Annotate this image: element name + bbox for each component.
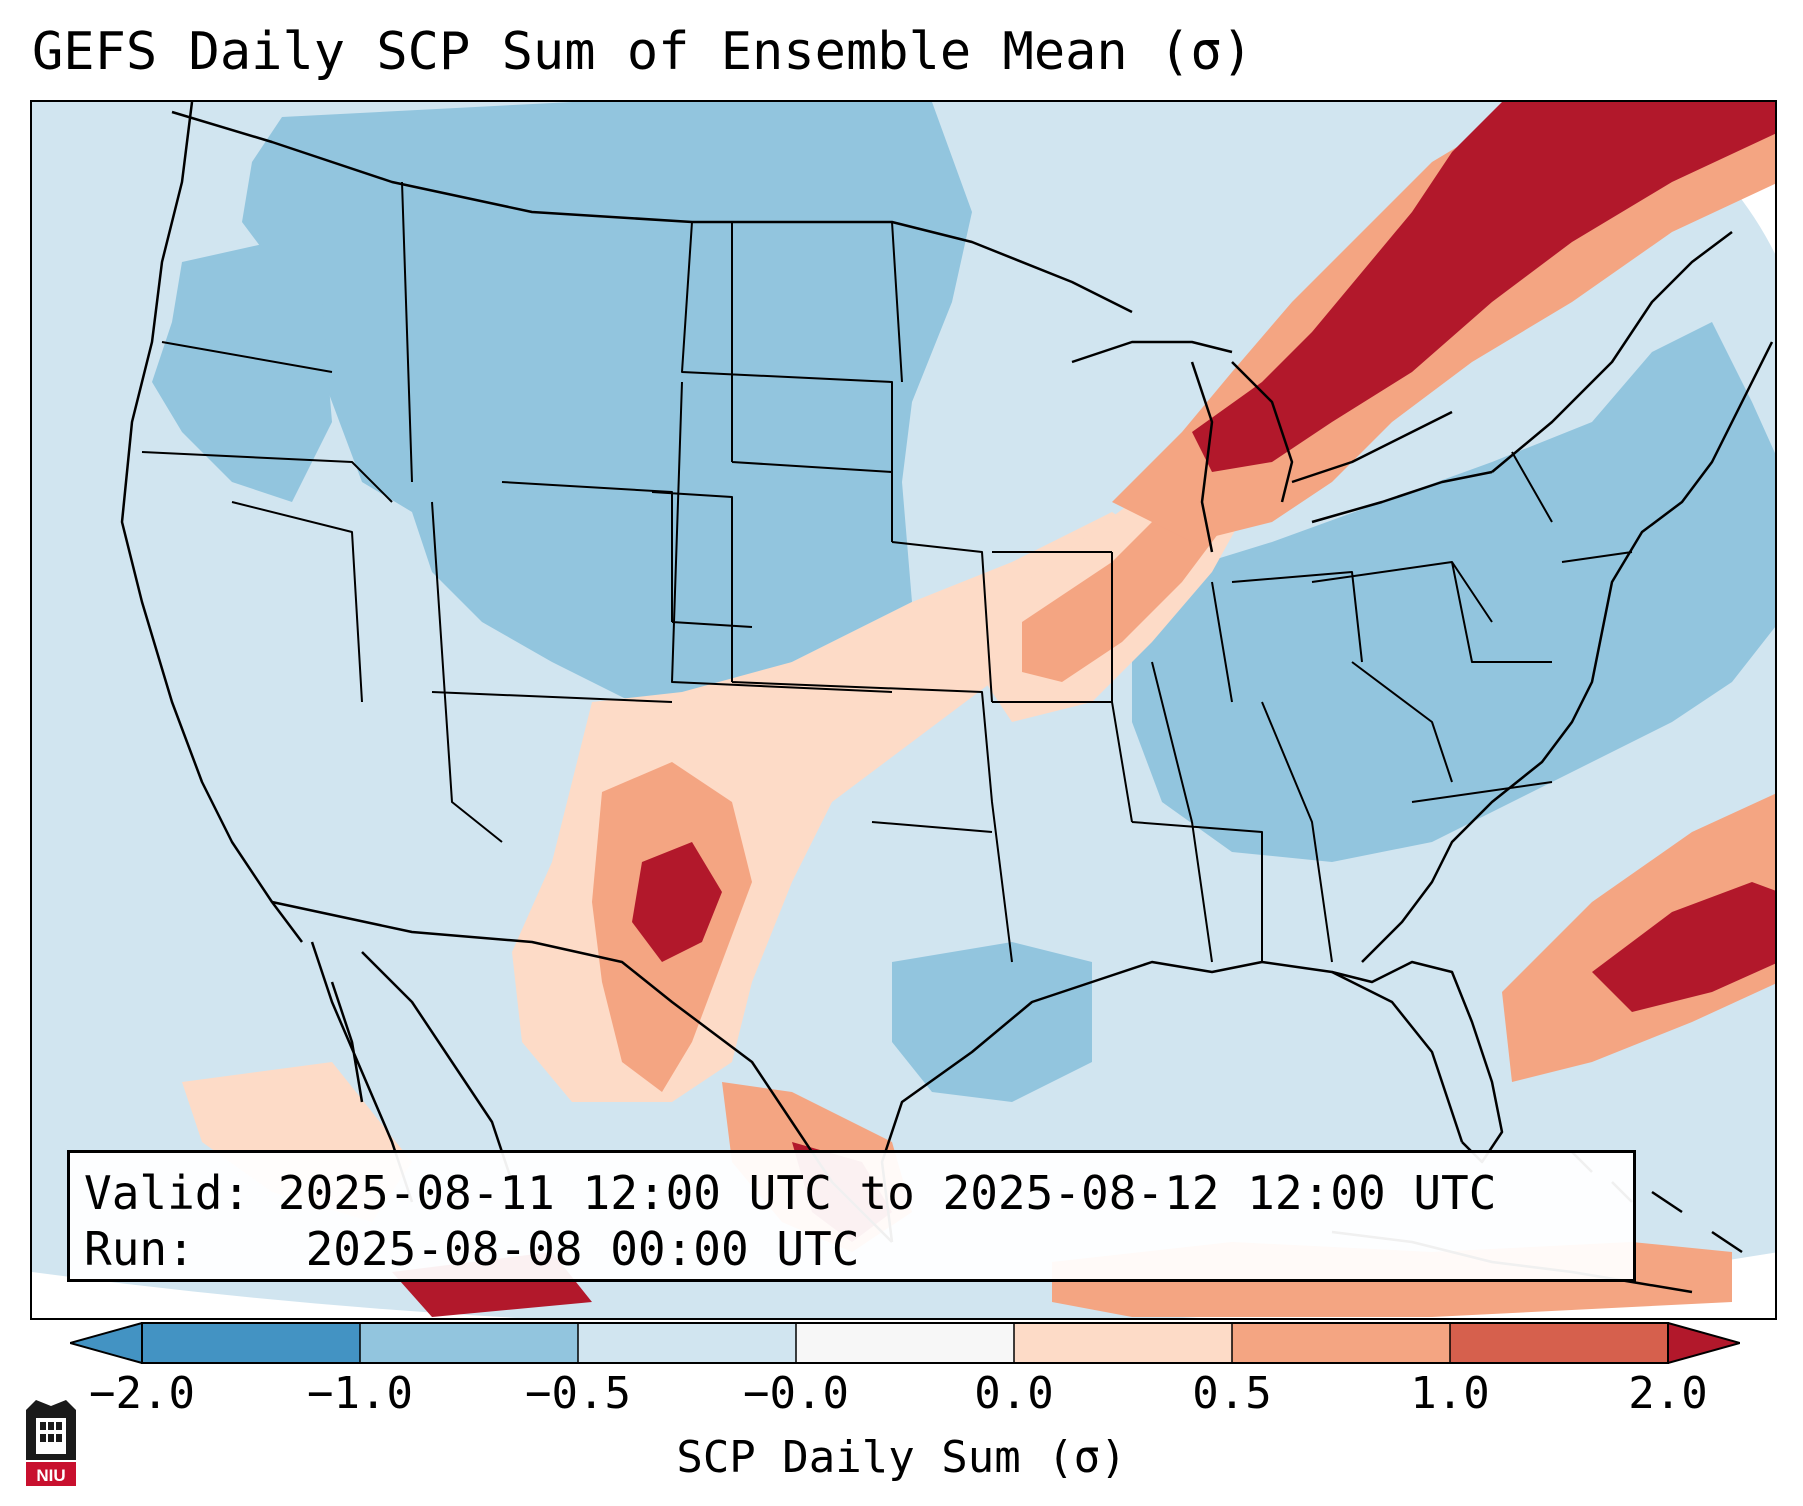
colorbar-segment <box>1232 1323 1451 1363</box>
colorbar-tick-label: −0.0 <box>743 1368 849 1419</box>
colorbar-tick-label: −1.0 <box>307 1368 413 1419</box>
valid-value: 2025-08-11 12:00 UTC to 2025-08-12 12:00… <box>277 1166 1497 1220</box>
colorbar-tick-label: 0.0 <box>974 1368 1054 1419</box>
colorbar-segment <box>796 1323 1015 1363</box>
map-canvas <box>32 102 1775 1318</box>
mexico-west-coast <box>361 951 514 1183</box>
logo-text: NIU <box>36 1466 65 1485</box>
valid-label: Valid: <box>84 1166 251 1220</box>
colorbar-tick-label: −0.5 <box>525 1368 631 1419</box>
colorbar-segment <box>360 1323 579 1363</box>
valid-run-info: Valid: 2025-08-11 12:00 UTC to 2025-08-1… <box>67 1150 1636 1282</box>
colorbar-tick-label: −2.0 <box>89 1368 195 1419</box>
state-borders <box>141 181 1633 963</box>
great-lakes <box>1071 340 1493 553</box>
colorbar-outline <box>141 1322 1669 1364</box>
outside-domain <box>32 1252 1775 1318</box>
colorbar-segment <box>1014 1323 1233 1363</box>
region-great-lakes-northeast-canada <box>1192 102 1775 472</box>
colorbar-tick-label: 0.5 <box>1192 1368 1272 1419</box>
boundaries <box>120 102 1774 1294</box>
run-label: Run: <box>84 1222 195 1276</box>
colorbar-tick-label: 1.0 <box>1410 1368 1490 1419</box>
chart-title: GEFS Daily SCP Sum of Ensemble Mean (σ) <box>32 22 1253 82</box>
region-gulf-of-mexico-west <box>892 942 1092 1102</box>
colorbar-extend-high <box>1667 1322 1740 1364</box>
colorbar-segment <box>578 1323 797 1363</box>
colorbar-extend-low <box>70 1322 143 1364</box>
region-western-atlantic <box>1592 882 1775 1012</box>
region-new-mexico-west-texas <box>632 842 722 962</box>
gulf-coast <box>880 960 1464 1243</box>
colorbar-label: SCP Daily Sum (σ) <box>676 1432 1127 1483</box>
colorbar-segment <box>142 1323 361 1363</box>
run-value: 2025-08-08 00:00 UTC <box>305 1222 860 1276</box>
niu-logo: NIU <box>26 1400 76 1486</box>
region-ohio-valley-mid-atlantic <box>1132 322 1775 862</box>
us-west-coast <box>120 102 303 943</box>
map-panel <box>30 100 1777 1320</box>
colorbar-tick-label: 2.0 <box>1628 1368 1708 1419</box>
st-lawrence <box>1491 231 1733 473</box>
colorbar-segment <box>1450 1323 1669 1363</box>
east-coast <box>1361 341 1774 963</box>
colorbar <box>70 1322 1740 1364</box>
region-northern-plains-rockies <box>242 102 972 702</box>
region-idaho-cascades <box>152 242 332 502</box>
